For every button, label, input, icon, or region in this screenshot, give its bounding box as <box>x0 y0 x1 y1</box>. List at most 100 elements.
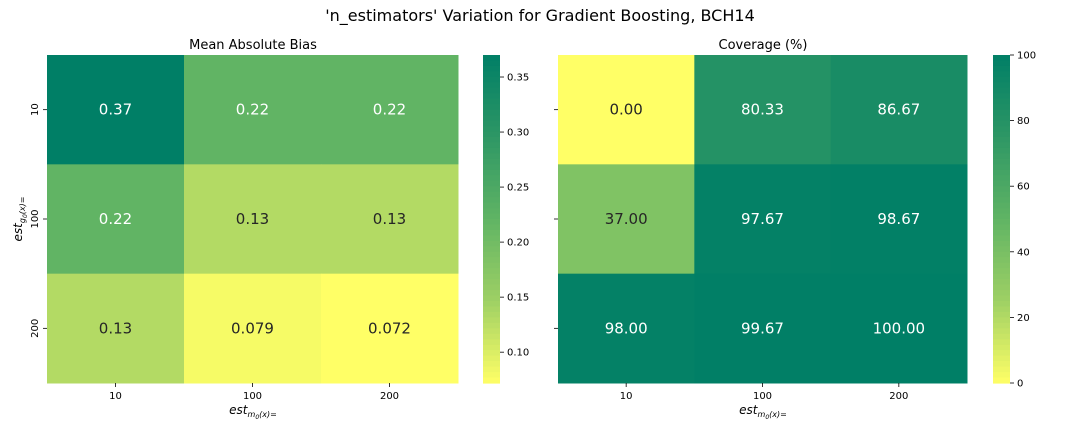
colorbar-segment <box>993 345 1010 351</box>
colorbar-tick-label: 0.35 <box>507 73 529 84</box>
colorbar-segment <box>483 274 500 280</box>
cell-label: 99.67 <box>741 319 784 337</box>
colorbar-segment <box>483 214 500 220</box>
colorbar-segment <box>483 192 500 198</box>
colorbar-segment <box>993 197 1010 203</box>
colorbar-segment <box>993 126 1010 132</box>
colorbar-segment <box>993 214 1010 220</box>
x-axis-label-sub: m <box>758 410 766 419</box>
colorbar-segment <box>483 77 500 83</box>
colorbar-segment <box>483 126 500 132</box>
x-axis-ticks: 10 100 200 <box>620 383 909 402</box>
colorbar-segment <box>483 186 500 192</box>
colorbar-segment <box>483 181 500 187</box>
y-tick-label: 100 <box>30 209 41 228</box>
colorbar-segment <box>483 197 500 203</box>
colorbar-tick-label: 0 <box>1017 379 1023 390</box>
colorbar-segment <box>993 285 1010 291</box>
colorbar-segment <box>483 121 500 127</box>
colorbar-segment <box>993 252 1010 258</box>
colorbar-segment <box>993 323 1010 329</box>
cell-label: 86.67 <box>877 101 920 119</box>
colorbar-segment <box>993 246 1010 252</box>
colorbar-segment <box>993 203 1010 209</box>
colorbar-segment <box>993 279 1010 285</box>
colorbar-segment <box>483 82 500 88</box>
colorbar-segment <box>483 268 500 274</box>
colorbar-segment <box>483 219 500 225</box>
colorbar-segment <box>483 203 500 209</box>
colorbar-segment <box>483 257 500 263</box>
colorbar-segment <box>993 77 1010 83</box>
colorbar-segment <box>993 121 1010 127</box>
colorbar-segment <box>993 104 1010 110</box>
colorbar-segment <box>483 99 500 105</box>
cell-label: 0.13 <box>373 210 406 228</box>
colorbar-segment <box>993 367 1010 373</box>
colorbar-segment <box>993 148 1010 154</box>
cell-label: 0.072 <box>368 319 411 337</box>
colorbar-segment <box>993 99 1010 105</box>
heatmap-panel-bias: Mean Absolute Bias 0.37 0.22 0.220.22 0.13 0… <box>11 38 529 421</box>
colorbar-segment <box>483 175 500 181</box>
colorbar-segment <box>483 71 500 77</box>
colorbar-segment <box>993 290 1010 296</box>
colorbar-segment <box>483 323 500 329</box>
cell-label: 100.00 <box>873 319 926 337</box>
x-tick-label: 10 <box>109 391 122 402</box>
colorbar-segment <box>993 296 1010 302</box>
colorbar-segment <box>483 317 500 323</box>
colorbar-tick-label: 0.15 <box>507 293 529 304</box>
y-axis-label: estg0(x)= <box>11 197 29 242</box>
colorbar-segment <box>993 164 1010 170</box>
colorbar-segment <box>483 235 500 241</box>
colorbar-segment <box>483 252 500 258</box>
colorbar-segment <box>483 334 500 340</box>
x-axis-ticks: 10 100 200 <box>109 383 399 402</box>
colorbar-segment <box>993 88 1010 94</box>
colorbar-segment <box>483 170 500 176</box>
x-axis-label: estm0(x)= <box>739 403 787 421</box>
panel-title: Coverage (%) <box>719 38 808 53</box>
x-axis-label-main: est <box>229 403 249 417</box>
colorbar-segment <box>483 164 500 170</box>
heatmap-cells: 0.37 0.22 0.22 0.22 0.13 0.13 0.13 0.079 0.072 <box>47 55 459 384</box>
colorbar-segment <box>483 301 500 307</box>
x-axis-label-sub: m <box>248 410 256 419</box>
colorbar-segment <box>483 159 500 165</box>
colorbar-segment <box>993 71 1010 77</box>
cell-label: 0.13 <box>99 319 132 337</box>
colorbar-segment <box>993 60 1010 66</box>
colorbar-segment <box>993 153 1010 159</box>
heatmap-panel-coverage: Coverage (%) 0.00 80.33 86.6737.00 97.67 98.… <box>554 38 1036 421</box>
panel-title: Mean Absolute Bias <box>189 38 317 53</box>
cell-label: 0.079 <box>231 319 274 337</box>
colorbar-segment <box>483 88 500 94</box>
colorbar-segment <box>483 312 500 318</box>
cell-label: 97.67 <box>741 210 784 228</box>
colorbar-segment <box>993 219 1010 225</box>
colorbar-segment <box>483 230 500 236</box>
colorbar-tick-label: 40 <box>1017 247 1030 258</box>
colorbar-segment <box>993 339 1010 345</box>
x-tick-label: 100 <box>243 391 262 402</box>
colorbar-segment <box>483 132 500 138</box>
colorbar-segment <box>993 224 1010 230</box>
x-axis-label: estm0(x)= <box>229 403 277 421</box>
colorbar-segment <box>483 246 500 252</box>
x-tick-label: 100 <box>753 391 772 402</box>
colorbar-segment <box>993 66 1010 72</box>
colorbar-segment <box>483 241 500 247</box>
colorbar-segment <box>483 263 500 269</box>
x-tick-label: 200 <box>889 391 908 402</box>
colorbar-segment <box>483 153 500 159</box>
colorbar-tick-label: 0.30 <box>507 128 529 139</box>
colorbar-segment <box>993 132 1010 138</box>
colorbar-segment <box>993 356 1010 362</box>
colorbar-segment <box>483 306 500 312</box>
colorbar-segment <box>483 372 500 378</box>
colorbar-segment <box>993 170 1010 176</box>
colorbar-tick-label: 80 <box>1017 116 1030 127</box>
colorbar-segment <box>993 274 1010 280</box>
